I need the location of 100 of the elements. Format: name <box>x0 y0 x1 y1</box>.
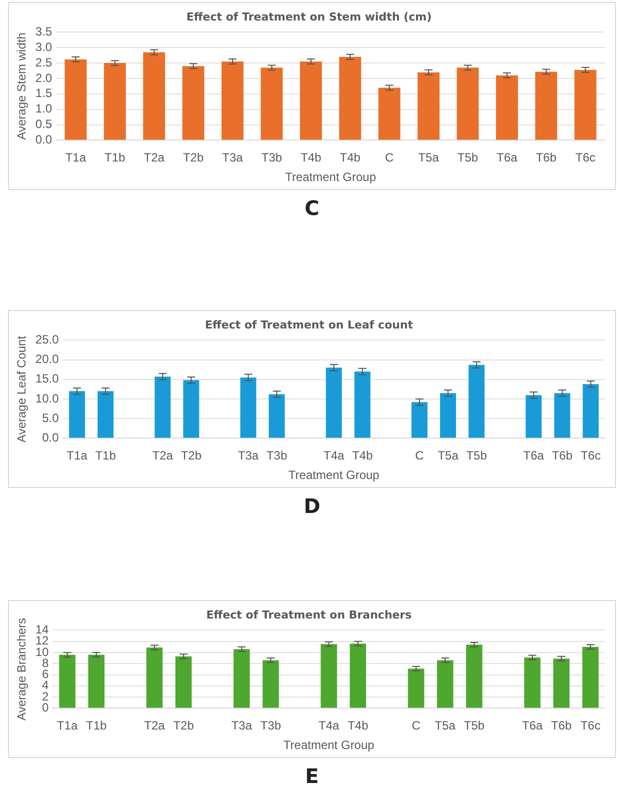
bar <box>183 380 200 438</box>
bar <box>354 372 370 438</box>
bar <box>222 62 244 140</box>
bar <box>378 88 400 140</box>
x-tick-label: T6b <box>536 150 557 165</box>
bar <box>535 72 558 140</box>
x-tick-label: T2a <box>152 448 174 463</box>
bar <box>437 660 454 708</box>
y-axis-title: Average Leaf Count <box>14 335 29 442</box>
bar <box>456 68 479 140</box>
x-axis-title: Treatment Group <box>283 738 375 752</box>
x-tick-label: T2b <box>180 448 202 463</box>
bar <box>154 376 171 438</box>
x-tick-label: C <box>412 718 421 733</box>
bar <box>526 395 542 438</box>
bar <box>574 70 596 140</box>
x-tick-label: T4b <box>352 448 374 463</box>
x-axis-title: Treatment Group <box>285 170 376 184</box>
x-tick-label: T5a <box>434 718 456 733</box>
x-tick-label: T3a <box>231 718 252 733</box>
bar <box>104 63 126 140</box>
x-tick-label: T1a <box>56 718 78 733</box>
x-tick-label: T4a <box>324 448 345 463</box>
x-tick-label: C <box>415 448 424 463</box>
x-tick-label: T2b <box>182 150 204 165</box>
x-tick-label: T5b <box>457 150 478 165</box>
x-tick-label: T1b <box>95 448 116 463</box>
bar <box>143 52 166 140</box>
y-axis-title: Average Stem width <box>14 32 29 140</box>
bar <box>339 56 362 140</box>
bar <box>468 364 485 438</box>
bar <box>64 59 87 140</box>
y-tick-label: 2.5 <box>35 55 52 70</box>
bar <box>59 654 76 708</box>
x-axis-title: Treatment Group <box>288 468 380 482</box>
x-tick-label: T3a <box>222 150 244 165</box>
bar <box>582 384 599 438</box>
x-tick-label: T3b <box>266 448 288 463</box>
y-tick-label: 25.0 <box>35 332 60 347</box>
bar <box>582 646 599 708</box>
bar <box>260 68 283 140</box>
text: E <box>304 764 320 788</box>
bar <box>466 644 482 708</box>
x-tick-label: T6a <box>523 448 544 463</box>
x-tick-label: T4a <box>318 718 340 733</box>
x-tick-label: T3b <box>261 150 282 165</box>
y-tick-label: 2.0 <box>35 70 52 85</box>
bar <box>234 649 250 708</box>
y-tick-label: 3.5 <box>35 24 52 39</box>
y-tick-label: 3.0 <box>35 40 52 54</box>
chart-title: Effect of Treatment on Branchers <box>206 608 412 622</box>
x-tick-label: T6a <box>496 150 518 165</box>
y-axis-title: Average Branchers <box>14 618 29 720</box>
x-tick-label: T1a <box>65 150 86 165</box>
y-tick-label: 20.0 <box>35 352 60 366</box>
y-tick-label: 15.0 <box>35 372 60 386</box>
bar <box>350 644 366 708</box>
bar <box>320 644 338 708</box>
bar <box>440 393 456 438</box>
x-tick-label: T4b <box>348 718 369 733</box>
y-tick-label: 0.0 <box>35 132 52 147</box>
x-tick-label: T5a <box>438 448 459 463</box>
x-tick-label: T5b <box>464 718 485 733</box>
bar <box>300 62 322 140</box>
bar <box>98 391 114 438</box>
x-tick-label: T3b <box>260 718 282 733</box>
bar <box>496 75 518 140</box>
x-tick-label: T6b <box>551 718 572 733</box>
chart-title: Effect of Treatment on Leaf count <box>204 318 414 332</box>
bar <box>524 658 540 708</box>
x-tick-label: T2a <box>144 718 166 733</box>
x-tick-label: T3a <box>238 448 259 463</box>
x-tick-label: T4b <box>300 150 322 165</box>
bar <box>88 654 104 708</box>
x-tick-label: T5a <box>418 150 440 165</box>
y-tick-label: 5.0 <box>42 410 60 425</box>
bar <box>146 647 163 708</box>
x-tick-label: T4b <box>340 150 361 165</box>
bar <box>69 391 86 438</box>
x-tick-label: T6a <box>522 718 543 733</box>
y-tick-label: 0.5 <box>35 117 52 132</box>
bar <box>408 668 424 708</box>
x-tick-label: T1a <box>66 448 88 463</box>
y-tick-label: 0.0 <box>42 430 60 445</box>
bar <box>262 660 279 708</box>
bar <box>553 658 570 708</box>
x-tick-label: T6c <box>580 718 600 733</box>
x-tick-label: T1b <box>104 150 126 165</box>
y-tick-label: 0 <box>42 700 50 715</box>
x-tick-label: T6b <box>552 448 573 463</box>
bar <box>418 72 440 140</box>
x-tick-label: T1b <box>86 718 108 733</box>
text: D <box>302 494 322 518</box>
y-tick-label: 1.5 <box>35 86 52 100</box>
bar <box>182 66 204 140</box>
bar <box>326 368 342 438</box>
x-tick-label: T5b <box>466 448 488 463</box>
bar <box>412 402 428 438</box>
bar <box>268 394 285 438</box>
chart-title: Effect of Treatment on Stem width (cm) <box>186 10 432 24</box>
